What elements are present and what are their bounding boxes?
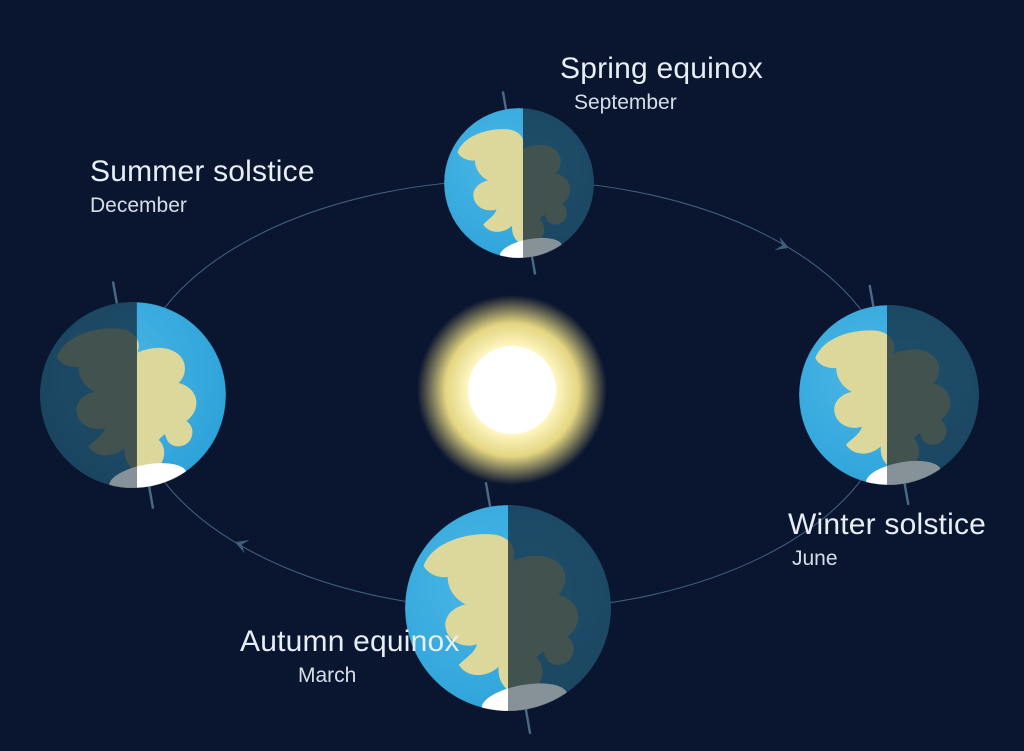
label-autumn-title: Autumn equinox	[240, 625, 460, 660]
label-spring-subtitle: September	[574, 91, 763, 115]
label-winter: Winter solstice June	[788, 508, 986, 571]
label-summer: Summer solstice December	[90, 155, 315, 218]
label-summer-title: Summer solstice	[90, 155, 315, 190]
label-autumn-subtitle: March	[298, 664, 460, 688]
label-summer-subtitle: December	[90, 194, 315, 218]
label-autumn: Autumn equinox March	[240, 625, 460, 688]
diagram-svg	[0, 0, 1024, 751]
label-spring: Spring equinox September	[560, 52, 763, 115]
label-spring-title: Spring equinox	[560, 52, 763, 87]
label-winter-title: Winter solstice	[788, 508, 986, 543]
label-winter-subtitle: June	[792, 547, 986, 571]
seasons-diagram: Spring equinox September Summer solstice De…	[0, 0, 1024, 751]
